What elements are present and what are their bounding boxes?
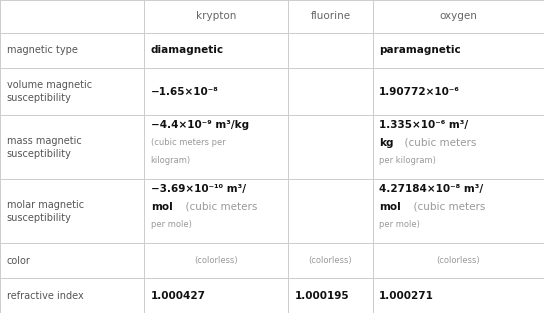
Text: (cubic meters: (cubic meters <box>179 202 257 212</box>
Text: (cubic meters: (cubic meters <box>398 138 476 148</box>
Text: mol: mol <box>379 202 401 212</box>
Text: molar magnetic
susceptibility: molar magnetic susceptibility <box>7 200 84 223</box>
Text: −4.4×10⁻⁹ m³/kg: −4.4×10⁻⁹ m³/kg <box>151 120 249 130</box>
Text: kg: kg <box>379 138 394 148</box>
Text: 1.000195: 1.000195 <box>295 290 349 300</box>
Text: (cubic meters per: (cubic meters per <box>151 138 225 147</box>
Text: 4.27184×10⁻⁸ m³/: 4.27184×10⁻⁸ m³/ <box>379 184 483 194</box>
Text: krypton: krypton <box>196 12 237 22</box>
Text: (cubic meters: (cubic meters <box>407 202 486 212</box>
Text: 1.000271: 1.000271 <box>379 290 434 300</box>
Text: 1.335×10⁻⁶ m³/: 1.335×10⁻⁶ m³/ <box>379 120 468 130</box>
Text: per kilogram): per kilogram) <box>379 156 436 165</box>
Text: fluorine: fluorine <box>311 12 350 22</box>
Text: per mole): per mole) <box>379 220 420 229</box>
Text: mol: mol <box>151 202 172 212</box>
Text: 1.000427: 1.000427 <box>151 290 206 300</box>
Text: (colorless): (colorless) <box>194 256 238 265</box>
Text: refractive index: refractive index <box>7 290 83 300</box>
Text: −1.65×10⁻⁸: −1.65×10⁻⁸ <box>151 86 219 96</box>
Text: kilogram): kilogram) <box>151 156 191 165</box>
Text: −3.69×10⁻¹⁰ m³/: −3.69×10⁻¹⁰ m³/ <box>151 184 246 194</box>
Text: paramagnetic: paramagnetic <box>379 45 461 55</box>
Text: 1.90772×10⁻⁶: 1.90772×10⁻⁶ <box>379 86 460 96</box>
Text: magnetic type: magnetic type <box>7 45 77 55</box>
Text: color: color <box>7 256 30 266</box>
Text: diamagnetic: diamagnetic <box>151 45 224 55</box>
Text: volume magnetic
susceptibility: volume magnetic susceptibility <box>7 80 91 103</box>
Text: oxygen: oxygen <box>440 12 477 22</box>
Text: per mole): per mole) <box>151 220 191 229</box>
Text: mass magnetic
susceptibility: mass magnetic susceptibility <box>7 136 81 159</box>
Text: (colorless): (colorless) <box>436 256 480 265</box>
Text: (colorless): (colorless) <box>308 256 353 265</box>
